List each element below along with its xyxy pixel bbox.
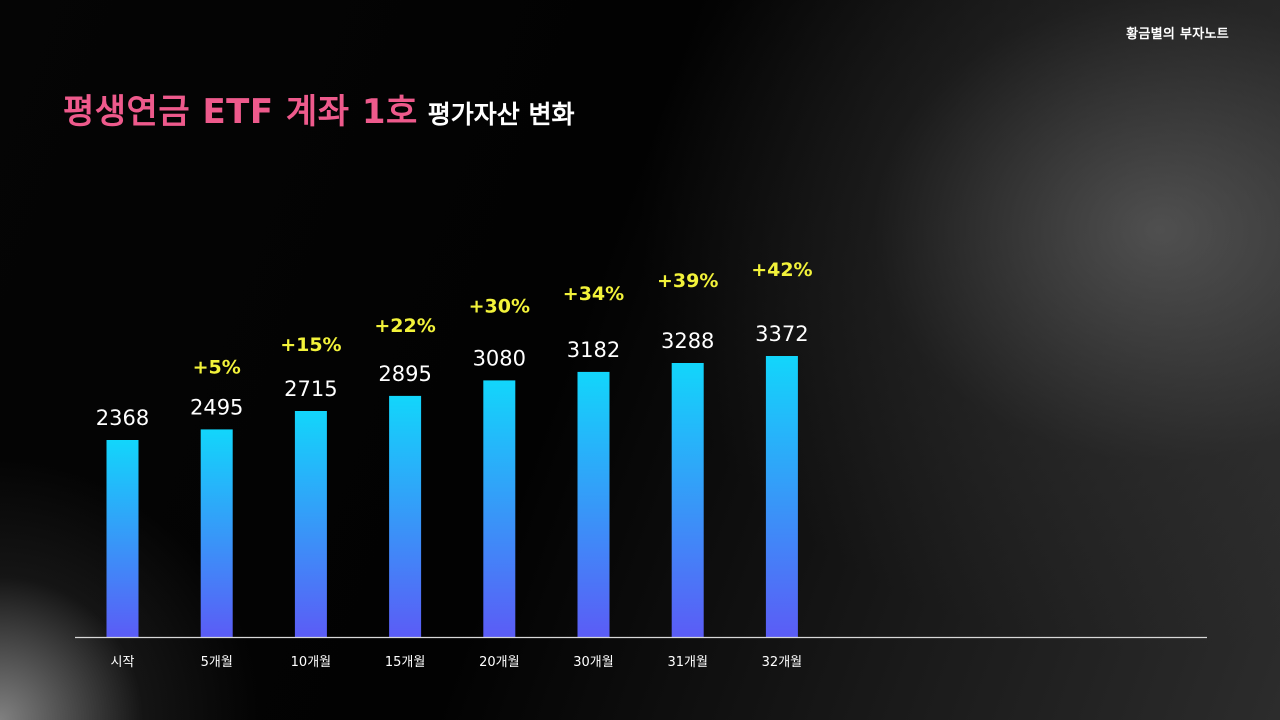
category-label-5: 20개월 — [479, 655, 519, 670]
value-label-7: 3288 — [661, 329, 714, 353]
value-label-8: 3372 — [755, 322, 808, 346]
growth-label-5: +30% — [469, 295, 530, 317]
bar-4 — [389, 395, 422, 637]
title-main: 평생연금 ETF 계좌 1호 — [63, 92, 418, 132]
category-label-4: 15개월 — [385, 655, 425, 670]
bar-8 — [765, 356, 798, 637]
brand-label: 황금별의 부자노트 — [1126, 27, 1229, 42]
growth-label-7: +39% — [657, 270, 718, 292]
category-label-2: 5개월 — [201, 655, 233, 670]
bar-5 — [483, 380, 516, 637]
growth-label-8: +42% — [751, 259, 812, 281]
bar-2 — [200, 429, 233, 637]
value-label-2: 2495 — [190, 395, 243, 419]
category-label-8: 32개월 — [762, 655, 802, 670]
bars-group — [106, 356, 798, 637]
value-label-4: 2895 — [378, 362, 431, 386]
page-title: 평생연금 ETF 계좌 1호 평가자산 변화 — [63, 84, 575, 133]
category-label-7: 31개월 — [667, 655, 707, 670]
labels-group: 2368 시작 2495 +5% 5개월 2715 +15% 10개월 2895 +22% 15개월… — [96, 259, 813, 670]
category-label-1: 시작 — [111, 655, 135, 670]
growth-label-3: +15% — [280, 334, 341, 356]
category-label-6: 30개월 — [573, 655, 613, 670]
value-label-1: 2368 — [96, 406, 149, 430]
value-label-5: 3080 — [473, 346, 526, 370]
category-label-3: 10개월 — [291, 655, 331, 670]
bar-1 — [106, 440, 139, 637]
growth-label-6: +34% — [563, 283, 624, 305]
title-sub: 평가자산 변화 — [427, 100, 575, 129]
value-label-6: 3182 — [567, 338, 620, 362]
bar-6 — [577, 371, 610, 637]
bar-3 — [294, 411, 327, 637]
value-label-3: 2715 — [284, 377, 337, 401]
bar-7 — [671, 363, 704, 637]
growth-label-4: +22% — [374, 315, 435, 337]
growth-label-2: +5% — [193, 356, 241, 378]
